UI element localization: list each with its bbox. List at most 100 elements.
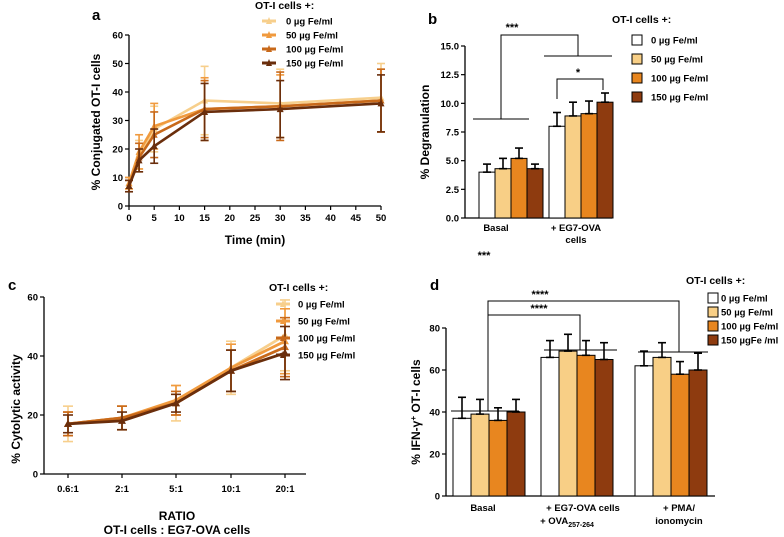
y-tick-label-3: 20 <box>429 450 440 461</box>
category-b-basal: Basal <box>483 223 508 234</box>
legend-swatch-3 <box>707 292 719 304</box>
y-tick-label-2: 40 <box>27 352 38 363</box>
y-tick-label-0: 40 <box>112 88 123 99</box>
bar-d <box>452 417 472 497</box>
y-tick-label-0: 0 <box>118 202 123 213</box>
y-tick-label-1: 15.0 <box>441 42 460 53</box>
y-tick-label-2: 20 <box>27 411 38 422</box>
bar-d <box>594 359 614 497</box>
bar-b <box>526 168 544 219</box>
x-tick-label-c: 10:1 <box>221 484 241 495</box>
chart-panel-d: % IFN-γ+ OT-I cells OT-I cells +: Basal … <box>409 275 778 529</box>
significance-b-inner: * <box>576 67 581 79</box>
legend-swatch-3 <box>707 334 719 346</box>
significance-b-extra: *** <box>478 250 492 262</box>
panel-label-c: c <box>8 277 16 294</box>
category-b-eg7-line2: cells <box>565 235 586 246</box>
legend-swatch-3 <box>707 306 719 318</box>
x-tick-label-a: 30 <box>275 213 286 224</box>
category-d-eg7-line1: + EG7-OVA cells <box>546 503 620 514</box>
x-tick-label-c: 5:1 <box>169 484 183 495</box>
x-tick-label-c: 20:1 <box>275 484 295 495</box>
chart-panel-a: % Conjugated OT-I cells Time (min) OT-I … <box>89 0 386 247</box>
bar-d <box>488 419 508 497</box>
category-d-eg7-line2: + OVA257-264 <box>540 516 594 529</box>
legend-swatch-1 <box>631 72 643 84</box>
x-tick-label-a: 5 <box>152 213 158 224</box>
y-tick-label-0: 10 <box>112 173 123 184</box>
bracket-d-main <box>487 300 680 411</box>
data-point-a <box>377 99 385 107</box>
legend-label-2: 50 µg Fe/ml <box>298 317 350 328</box>
y-tick-label-0: 50 <box>112 59 123 70</box>
bracket-b-inner <box>556 78 604 99</box>
y-tick-label-1: 5.0 <box>446 156 459 167</box>
legend-title-a: OT-I cells +: <box>255 0 314 12</box>
legend-marker-0 <box>266 17 272 24</box>
bracket-b-main <box>500 34 579 119</box>
x-tick-label-a: 20 <box>225 213 236 224</box>
bar-b <box>596 101 614 219</box>
legend-swatch-1 <box>631 53 643 65</box>
legend-label-3: 150 µgFe /ml <box>721 336 778 347</box>
legend-label-0: 150 µg Fe/ml <box>286 59 343 70</box>
legend-swatch-1 <box>631 34 643 46</box>
legend-marker-2 <box>280 300 286 307</box>
legend-title-c: OT-I cells +: <box>269 282 328 294</box>
legend-label-2: 150 µg Fe/ml <box>298 351 355 362</box>
data-point-c <box>118 416 126 424</box>
legend-label-1: 0 µg Fe/ml <box>651 36 698 47</box>
bar-d <box>634 365 654 497</box>
bar-d <box>688 369 708 497</box>
ylabel-a: % Conjugated OT-I cells <box>89 53 103 190</box>
legend-marker-2 <box>280 317 286 324</box>
panel-label-b: b <box>428 11 437 28</box>
legend-marker-2 <box>280 351 286 358</box>
data-point-c <box>172 399 180 407</box>
legend-label-1: 50 µg Fe/ml <box>651 55 703 66</box>
legend-label-0: 50 µg Fe/ml <box>286 31 338 42</box>
data-point-a <box>135 156 143 164</box>
y-tick-label-1: 12.5 <box>441 70 460 81</box>
category-d-pma-line2: ionomycin <box>655 516 703 527</box>
bar-d <box>540 356 560 497</box>
bar-d <box>470 413 490 497</box>
y-tick-label-0: 20 <box>112 145 123 156</box>
legend-marker-0 <box>266 45 272 52</box>
series-line-a <box>127 99 382 187</box>
x-tick-label-a: 15 <box>199 213 210 224</box>
xlabel-c: RATIO <box>159 509 195 523</box>
y-tick-label-3: 80 <box>429 324 440 335</box>
legend-label-3: 100 µg Fe/ml <box>721 322 778 333</box>
y-tick-label-1: 7.5 <box>446 128 460 139</box>
legend-label-2: 100 µg Fe/ml <box>298 334 355 345</box>
ylabel-d: % IFN-γ+ OT-I cells <box>409 359 423 465</box>
category-b-eg7-line1: + EG7-OVA <box>551 223 601 234</box>
significance-d-pma: **** <box>531 289 549 301</box>
significance-b-main: *** <box>506 22 520 34</box>
xlabel-a: Time (min) <box>225 233 285 247</box>
series-line-a <box>127 102 382 187</box>
ylabel-c: % Cytolytic activity <box>9 354 23 464</box>
bar-b <box>564 115 582 219</box>
legend-label-1: 100 µg Fe/ml <box>651 74 708 85</box>
legend-marker-0 <box>266 31 272 38</box>
chart-panel-c: % Cytolytic activity RATIO OT-I cells : … <box>9 282 355 537</box>
y-tick-label-1: 0.0 <box>446 214 459 225</box>
x-tick-label-a: 10 <box>174 213 185 224</box>
bar-b <box>548 125 566 219</box>
legend-label-0: 100 µg Fe/ml <box>286 45 343 56</box>
y-tick-label-3: 0 <box>435 492 440 503</box>
data-point-a <box>201 107 209 115</box>
bar-b <box>510 157 528 219</box>
y-tick-label-3: 60 <box>429 366 440 377</box>
legend-marker-2 <box>280 334 286 341</box>
bar-d <box>670 373 690 497</box>
x-tick-label-a: 0 <box>126 213 131 224</box>
legend-marker-0 <box>266 59 272 66</box>
y-tick-label-0: 60 <box>112 31 123 42</box>
data-point-a <box>125 182 133 190</box>
xlabel-c-line2: OT-I cells : EG7-OVA cells <box>104 523 251 537</box>
bar-b <box>478 171 496 219</box>
